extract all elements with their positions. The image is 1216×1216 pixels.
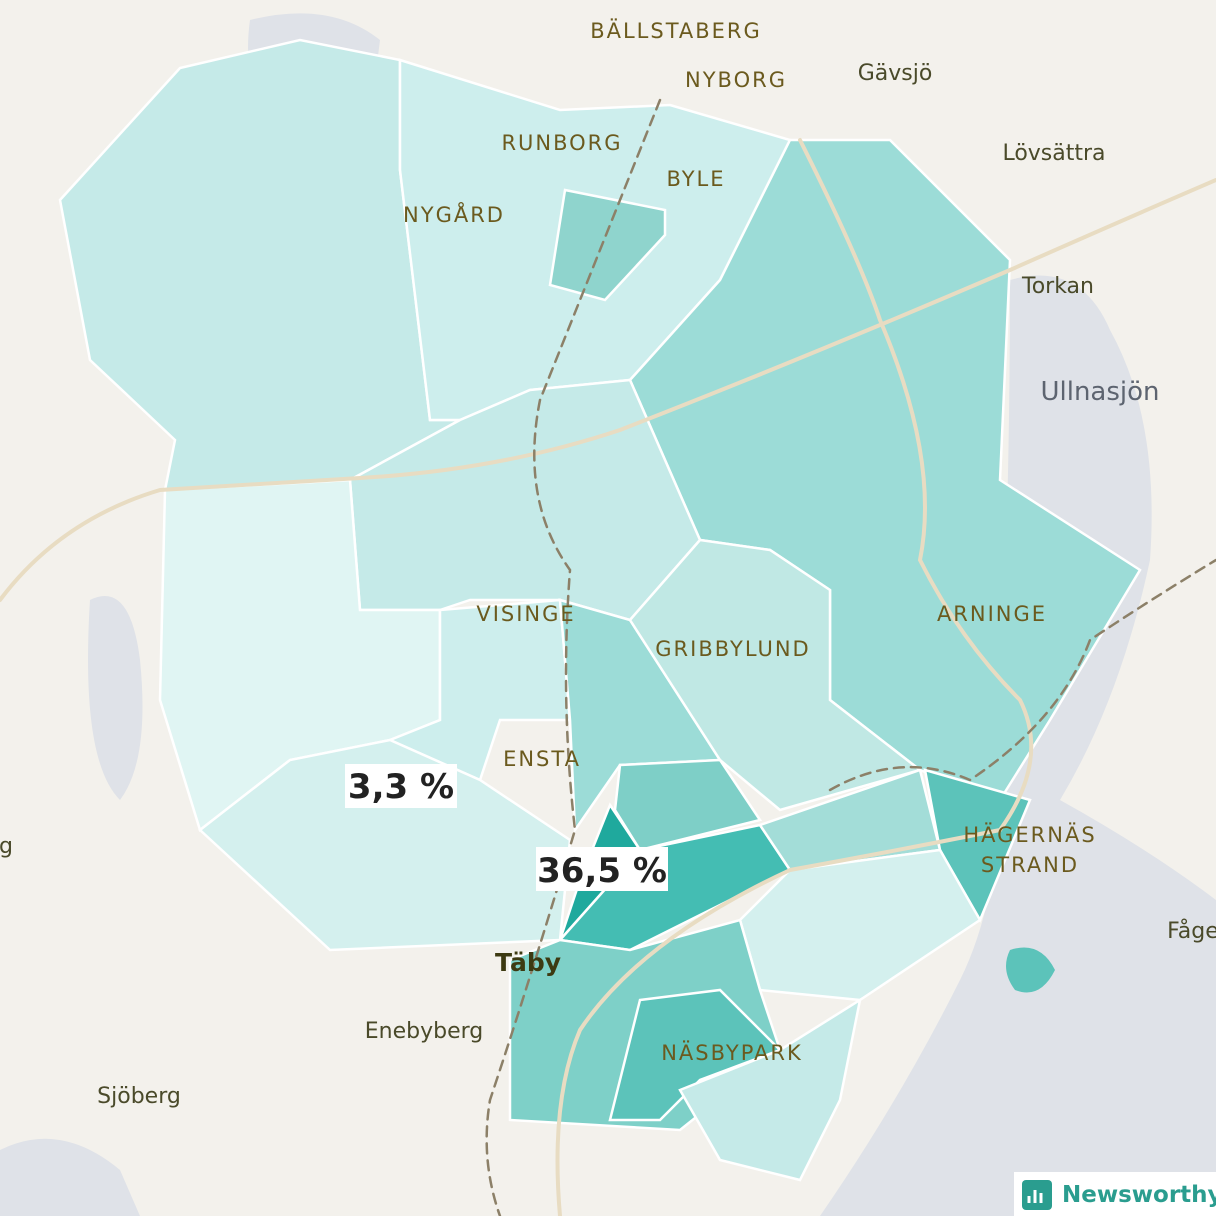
district-label: STRAND [981,853,1079,877]
region [557,823,792,952]
roads [0,98,1216,1216]
town-label: Torkan [1021,274,1094,299]
districts-layer [58,38,1142,1182]
lake-shape [0,1138,140,1216]
town-label: Sjöberg [97,1084,181,1109]
district-label: ENSTA [503,747,581,771]
callout: 36,5 % [537,851,667,891]
district-label: NÄSBYPARK [661,1040,803,1065]
railway [828,558,1216,792]
railway [485,98,662,1216]
district-label: VISINGE [476,602,575,626]
district-label: BYLE [666,167,725,191]
region [608,988,783,1122]
callout: 3,3 % [348,767,454,807]
city-label: Täby [495,948,561,977]
town-label: Gävsjö [858,61,933,86]
town-label: g [0,834,13,859]
region [548,188,667,302]
road [0,178,1216,602]
region [678,997,862,1182]
district-label: NYBORG [685,68,787,92]
callout-box [536,847,668,891]
brand: Newsworthy [1014,1172,1216,1216]
district-label: BÄLLSTABERG [590,18,762,43]
district-label: GRIBBYLUND [655,637,810,661]
region [628,538,923,812]
district-label: NYGÅRD [403,201,505,227]
brand-icon-bars [1027,1190,1043,1203]
lake-shape [88,596,143,800]
district-label: ARNINGE [937,602,1047,626]
brand-icon [1022,1180,1052,1210]
town-label: Enebyberg [365,1019,484,1044]
district-label: RUNBORG [501,131,622,155]
island [1006,947,1055,993]
region [198,738,572,952]
district-label: HÄGERNÄS [963,822,1096,847]
lake-label: Ullnasjön [1040,377,1159,407]
callout-box [345,764,457,808]
labels: BÄLLSTABERG NYBORG RUNBORG BYLE NYGÅRD V… [0,18,1216,1109]
region [613,758,763,852]
town-label: Fågel [1167,918,1216,944]
road [555,138,1034,1216]
brand-name: Newsworthy [1062,1182,1216,1208]
town-label: Lövsättra [1002,141,1105,166]
